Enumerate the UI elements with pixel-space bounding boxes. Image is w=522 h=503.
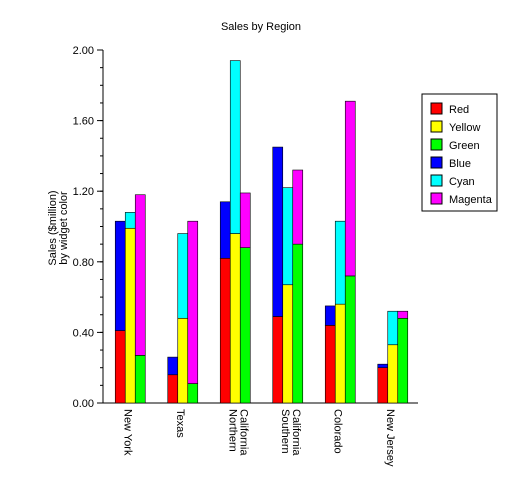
bar-magenta (187, 220, 199, 384)
legend-label-red: Red (449, 104, 469, 116)
bar-green (344, 275, 356, 404)
y-tick-label: 0.00 (73, 398, 94, 410)
x-tick-label: Northern California (226, 409, 249, 456)
legend-swatch-blue (430, 156, 443, 169)
bar-yellow (177, 317, 189, 404)
y-axis-label-line-1: Sales ($million) (47, 190, 59, 265)
legend-label-blue: Blue (449, 158, 471, 170)
legend-label-cyan: Cyan (449, 176, 475, 188)
x-tick-label-line: Texas (174, 409, 186, 438)
x-tick-label: New Jersey (384, 409, 396, 467)
bar-cyan (229, 60, 241, 234)
bar-green (239, 247, 251, 404)
bar-yellow (387, 344, 399, 404)
legend-label-green: Green (449, 140, 480, 152)
x-tick-label-line: California (290, 409, 302, 456)
bar-magenta (344, 100, 356, 277)
y-axis-label: Sales ($million) by widget color (47, 190, 70, 265)
y-tick-label: 1.20 (73, 186, 94, 198)
bar-cyan (177, 233, 189, 319)
y-tick-label: 1.60 (73, 116, 94, 128)
x-tick-label-line: Colorado (331, 409, 343, 454)
bar-yellow (282, 284, 294, 404)
bar-red (377, 367, 389, 404)
bar-blue (377, 363, 389, 369)
x-tick-label: Colorado (331, 409, 343, 454)
bar-magenta (134, 194, 146, 356)
bar-blue (324, 305, 336, 326)
legend-label-yellow: Yellow (449, 122, 480, 134)
bar-green (187, 383, 199, 404)
bar-red (219, 257, 231, 404)
x-tick-label: Southern California (279, 409, 302, 456)
x-tick-label-line: Northern (226, 409, 238, 452)
bar-green (134, 355, 146, 404)
x-tick-label-line: California (237, 409, 249, 456)
bar-red (272, 316, 284, 404)
bar-red (167, 374, 179, 404)
x-tick-label: Texas (174, 409, 186, 438)
bar-cyan (282, 187, 294, 286)
bar-red (324, 325, 336, 404)
bar-yellow (334, 303, 346, 404)
bar-red (114, 330, 126, 404)
legend-swatch-magenta (430, 192, 443, 205)
bar-blue (272, 146, 284, 317)
bar-yellow (124, 227, 136, 404)
x-tick-label-line: Southern (279, 409, 291, 454)
plot-area: 0.00 0.40 0.80 1.20 1.60 2.00 New York Texas Nor… (73, 45, 418, 467)
bar-blue (114, 220, 126, 331)
bar-green (292, 243, 304, 404)
bar-cyan (124, 212, 136, 229)
bar-blue (167, 356, 179, 376)
y-tick-label: 2.00 (73, 45, 94, 57)
legend-swatch-yellow (430, 120, 443, 133)
x-tick-label-line: New York (121, 409, 133, 456)
bar-magenta (239, 192, 251, 248)
legend-swatch-green (430, 138, 443, 151)
bar-blue (219, 201, 231, 259)
y-axis-label-line-2: by widget color (58, 191, 70, 265)
bar-magenta (292, 169, 304, 245)
x-tick-label-line: New Jersey (384, 409, 396, 467)
legend-swatch-red (430, 102, 443, 115)
bar-cyan (334, 220, 346, 305)
chart-title: Sales by Region (221, 21, 301, 33)
bar-magenta (397, 310, 409, 319)
y-tick-label: 0.80 (73, 257, 94, 269)
bar-green (397, 317, 409, 404)
bar-yellow (229, 233, 241, 404)
bar-cyan (387, 310, 399, 346)
legend-swatch-cyan (430, 174, 443, 187)
legend: Red Yellow Green Blue Cyan Magenta (421, 93, 498, 212)
y-tick-label: 0.40 (73, 327, 94, 339)
x-tick-label: New York (121, 409, 133, 456)
legend-label-magenta: Magenta (449, 194, 493, 206)
